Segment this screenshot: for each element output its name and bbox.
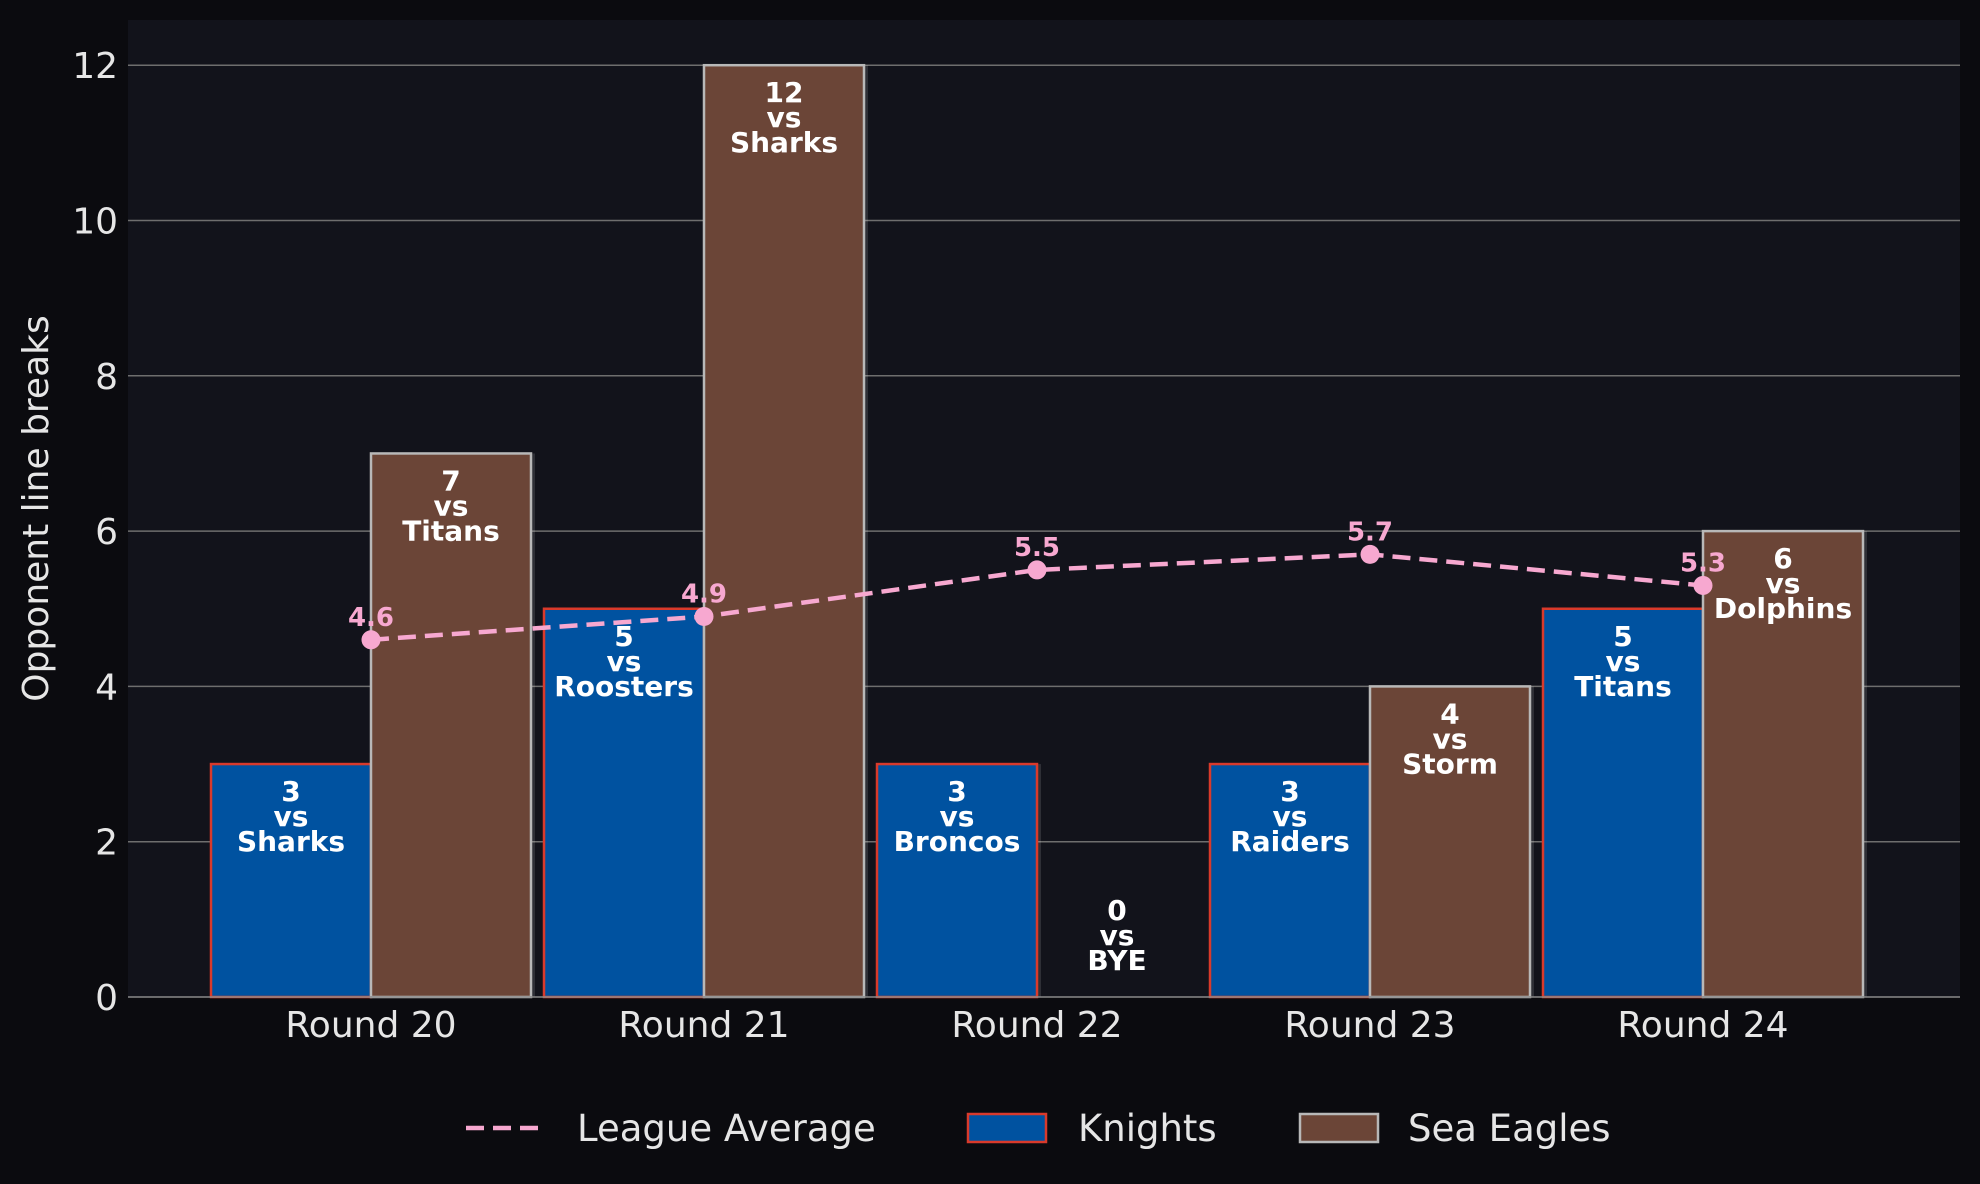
x-tick-label: Round 20 bbox=[285, 1005, 456, 1046]
x-tick-label: Round 22 bbox=[951, 1005, 1122, 1046]
league-average-label: 5.7 bbox=[1347, 517, 1393, 547]
y-tick-label: 6 bbox=[95, 512, 118, 553]
bar-data-label: 3 vs Sharks bbox=[237, 775, 345, 858]
bar-data-label: 3 vs Broncos bbox=[894, 775, 1021, 858]
bar-data-label: 12 vs Sharks bbox=[730, 76, 838, 159]
bar-knights bbox=[875, 762, 1039, 999]
x-tick-label: Round 24 bbox=[1617, 1005, 1788, 1046]
bar-sea-eagles bbox=[1701, 529, 1865, 999]
league-average-point bbox=[361, 630, 381, 650]
y-tick-label: 10 bbox=[72, 202, 118, 243]
league-average-label: 4.6 bbox=[348, 603, 394, 633]
legend-item-knights: Knights bbox=[966, 1107, 1217, 1150]
bar-data-label: 0 vs BYE bbox=[1087, 894, 1146, 977]
y-tick-label: 12 bbox=[72, 46, 118, 87]
x-tick-label: Round 23 bbox=[1284, 1005, 1455, 1046]
y-axis-title: Opponent line breaks bbox=[16, 315, 57, 702]
legend-swatch bbox=[1298, 1112, 1380, 1144]
bar-sea-eagles bbox=[1368, 685, 1532, 999]
y-tick-label: 2 bbox=[95, 823, 118, 864]
league-average-point bbox=[1027, 560, 1047, 580]
legend-label: Knights bbox=[1078, 1107, 1217, 1150]
legend-item-league-average: League Average bbox=[466, 1107, 876, 1150]
bar-knights bbox=[1541, 607, 1705, 999]
bar-data-label: 5 vs Roosters bbox=[554, 620, 694, 703]
league-average-series-line bbox=[370, 552, 1704, 643]
bar-knights bbox=[1208, 762, 1372, 999]
bar-sea-eagles bbox=[702, 63, 866, 999]
league-average-label: 4.9 bbox=[681, 580, 727, 610]
league-average-point bbox=[1360, 544, 1380, 564]
bar-data-label: 6 vs Dolphins bbox=[1714, 542, 1852, 625]
bar-sea-eagles bbox=[369, 452, 533, 999]
x-tick-label: Round 21 bbox=[618, 1005, 789, 1046]
y-tick-label: 8 bbox=[95, 357, 118, 398]
bar-data-label: 4 vs Storm bbox=[1402, 697, 1498, 780]
league-average-point bbox=[1693, 575, 1713, 595]
legend-swatch bbox=[966, 1112, 1048, 1144]
bar-data-label: 5 vs Titans bbox=[1574, 620, 1672, 703]
legend: League Average Knights Sea Eagles bbox=[466, 1107, 1611, 1150]
legend-label: League Average bbox=[577, 1107, 876, 1150]
bar-knights bbox=[209, 762, 373, 999]
league-average-point bbox=[694, 607, 714, 627]
bar-data-label: 7 vs Titans bbox=[402, 464, 500, 547]
legend-item-sea-eagles: Sea Eagles bbox=[1298, 1107, 1611, 1150]
axes: 0 2 4 6 8 10 12 Round 20 Round 21 Round 22 Round 2… bbox=[72, 46, 1960, 1046]
bar-data-label: 3 vs Raiders bbox=[1230, 775, 1350, 858]
league-average-label: 5.5 bbox=[1014, 533, 1060, 563]
legend-label: Sea Eagles bbox=[1408, 1107, 1611, 1150]
y-tick-label: 0 bbox=[95, 978, 118, 1019]
league-average-line: 4.6 4.9 5.5 5.7 5.3 bbox=[348, 517, 1726, 650]
league-average-label: 5.3 bbox=[1680, 548, 1726, 578]
y-tick-label: 4 bbox=[95, 667, 118, 708]
bars: 3 vs Sharks 5 vs Roosters 3 vs Broncos 3 vs Raiders… bbox=[209, 63, 1867, 999]
